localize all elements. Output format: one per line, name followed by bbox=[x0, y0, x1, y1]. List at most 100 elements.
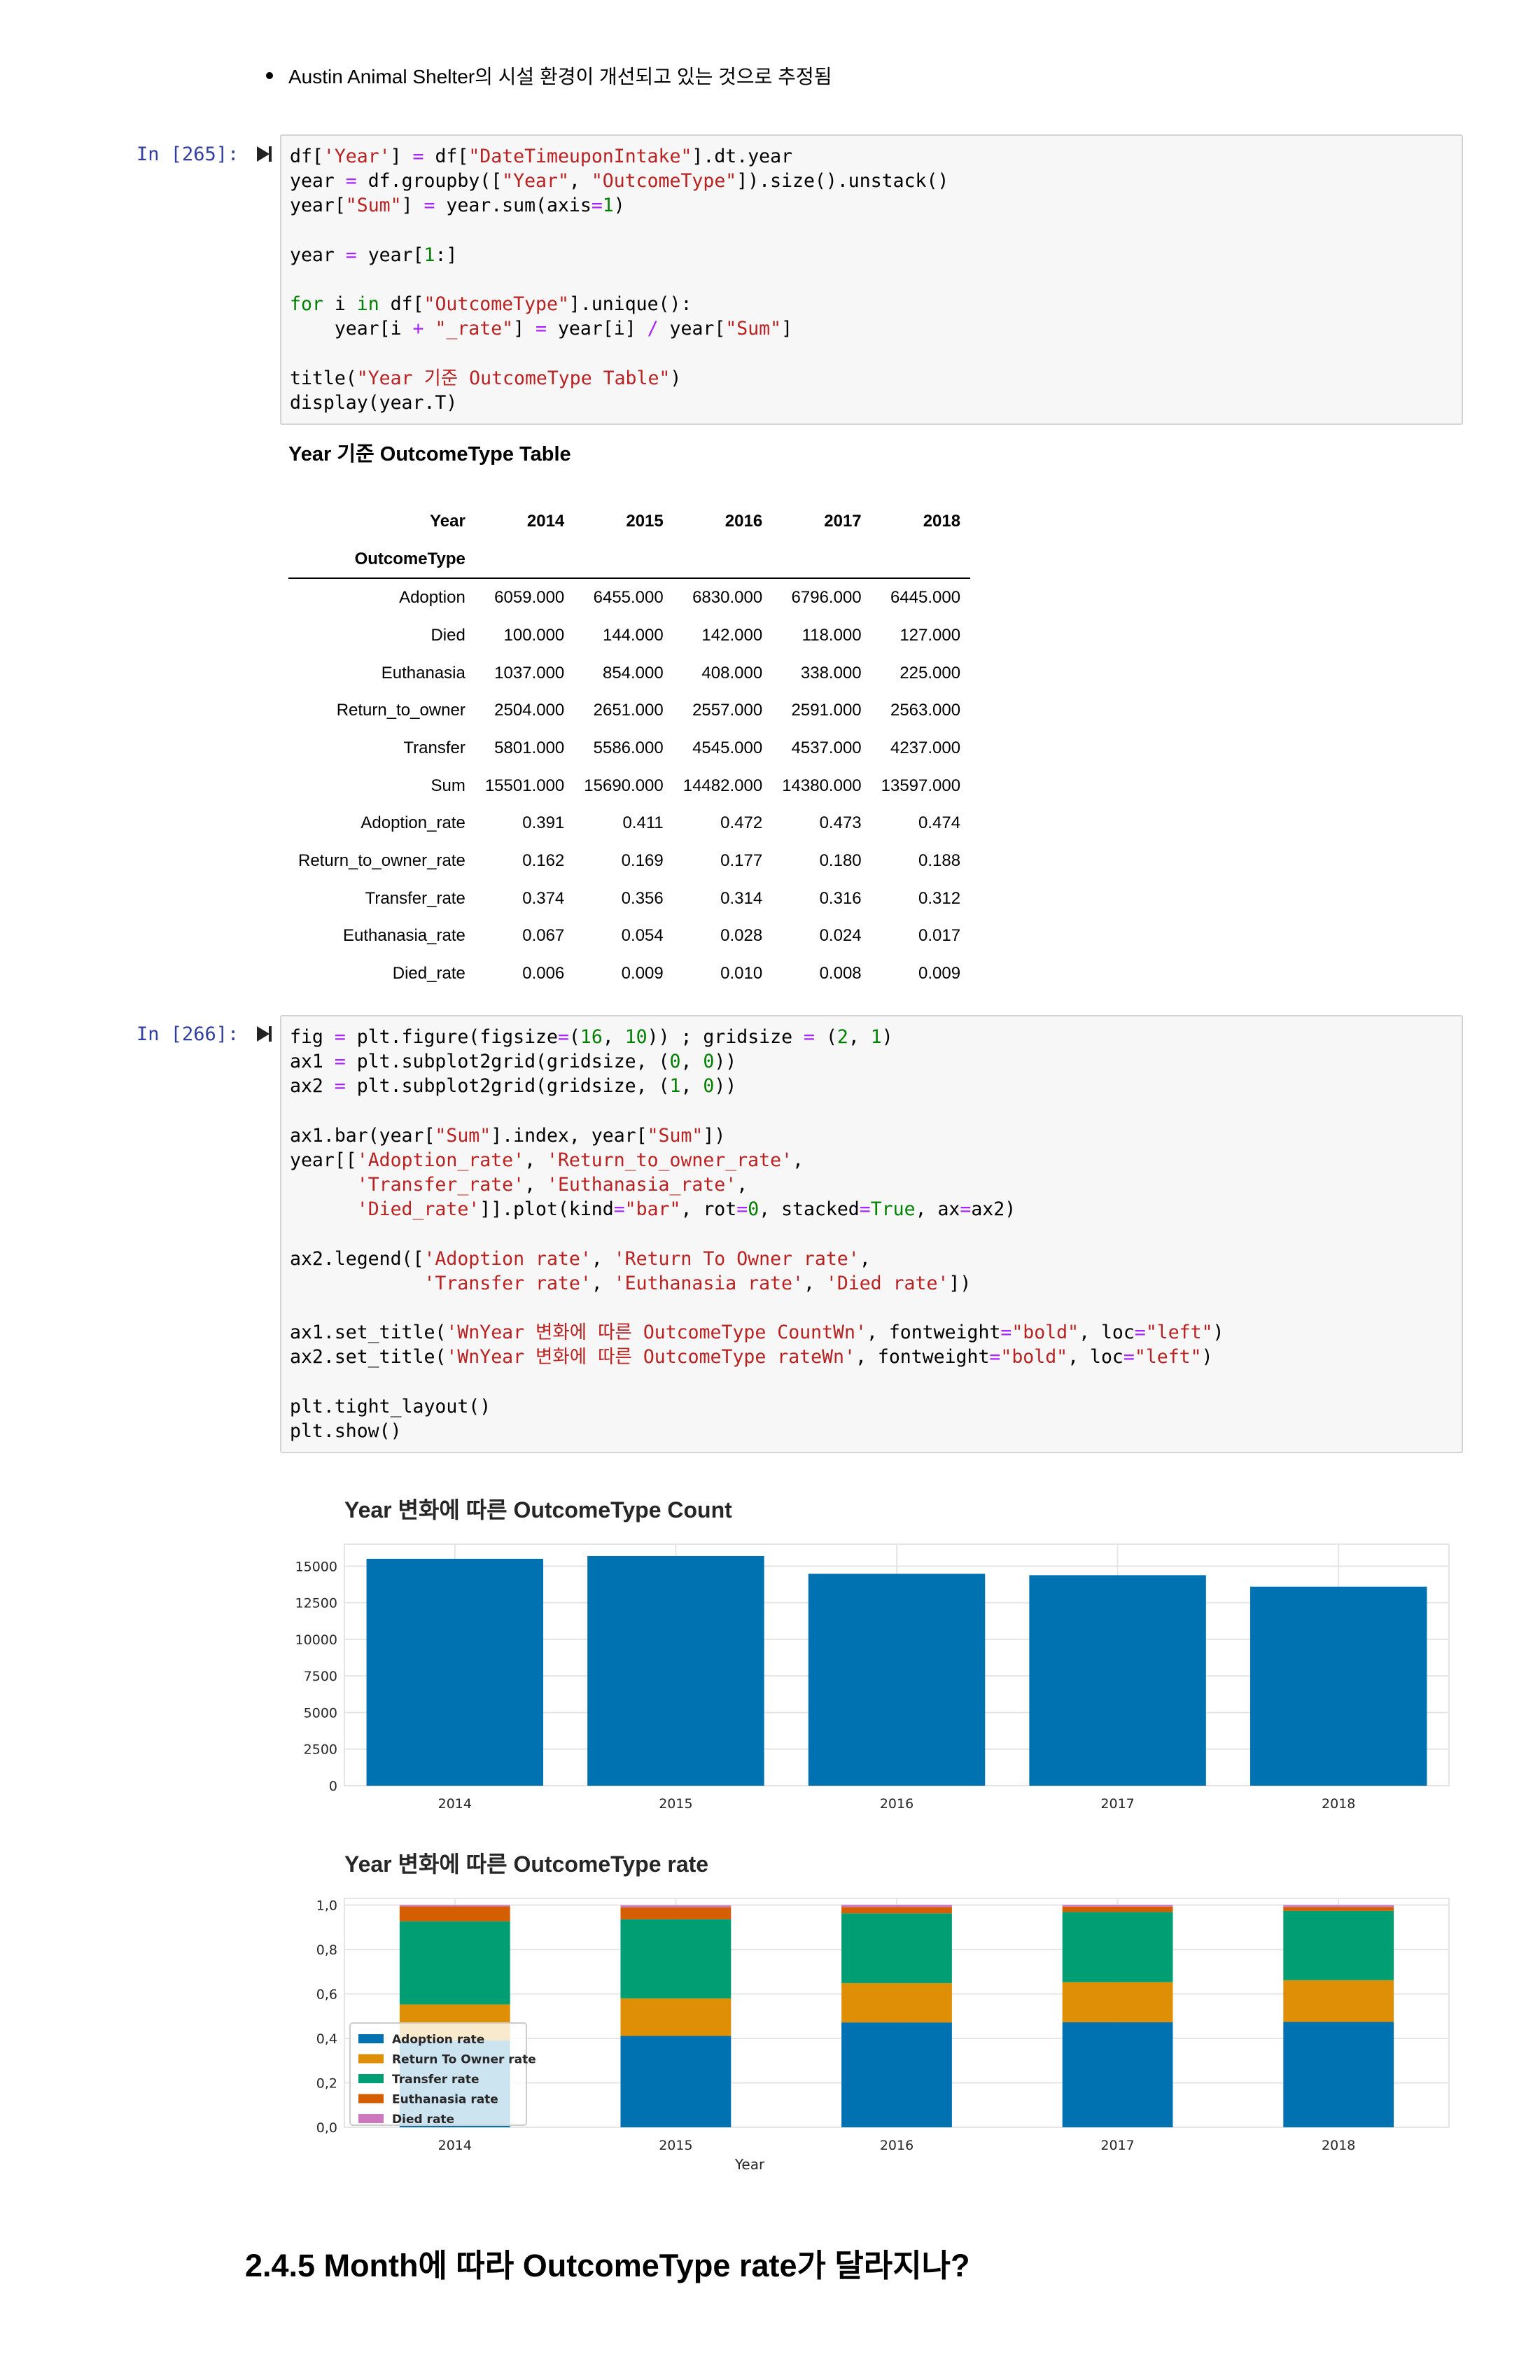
table-cell: 0.162 bbox=[522, 851, 565, 871]
y-tick-label: 0 bbox=[329, 1779, 337, 1794]
code-line: year[i + "_rate"] = year[i] / year["Sum"… bbox=[290, 318, 793, 340]
collapse-toggle-icon[interactable] bbox=[255, 1025, 272, 1043]
code-line: df['Year'] = df["DateTimeuponIntake"].dt… bbox=[290, 146, 793, 167]
table-row: Transfer_rate 0.374 0.356 0.314 0.316 0.312 bbox=[288, 880, 970, 918]
table-row: Return_to_owner_rate 0.162 0.169 0.177 0.180… bbox=[288, 842, 970, 880]
table-cell: 100.000 bbox=[503, 625, 565, 645]
table-cell: 0.356 bbox=[621, 888, 664, 908]
table-cell: 338.000 bbox=[800, 663, 862, 682]
table-cell: 0.067 bbox=[522, 926, 565, 946]
legend-swatch bbox=[358, 2034, 384, 2043]
code-line bbox=[290, 342, 1453, 366]
table-cell: 6796.000 bbox=[791, 588, 862, 608]
table-cell: 14380.000 bbox=[782, 776, 862, 795]
table-cell: 0.010 bbox=[720, 964, 763, 983]
table-cell: 15501.000 bbox=[484, 776, 565, 795]
code-line bbox=[290, 1370, 1453, 1394]
cell-prompt: In [265]: bbox=[136, 144, 239, 165]
x-tick-label: 2016 bbox=[880, 1796, 913, 1812]
table-cell: 0.024 bbox=[819, 926, 862, 946]
count-bar-chart: 0 2500 5000 7500 10000 12500 15000 2014 2015 2016… bbox=[295, 1544, 1450, 1812]
stacked-bar-segment bbox=[620, 1905, 732, 1907]
legend-label: Transfer rate bbox=[392, 2073, 479, 2087]
table-cell: 0.391 bbox=[522, 813, 565, 833]
table-cell: 0.314 bbox=[720, 888, 763, 908]
column-header: 2014 bbox=[526, 511, 565, 531]
table-cell: 4545.000 bbox=[692, 738, 763, 757]
bullet-text: Austin Animal Shelter의 시설 환경이 개선되고 있는 것으… bbox=[288, 66, 832, 88]
table-row: Euthanasia 1037.000 854.000 408.000 338.000 2… bbox=[288, 654, 970, 692]
table-cell: 127.000 bbox=[899, 625, 961, 645]
row-label: Euthanasia bbox=[381, 663, 465, 682]
table-row: Died_rate 0.006 0.009 0.010 0.008 0.009 bbox=[288, 955, 970, 993]
rate-chart-title: Year 변화에 따른 OutcomeType rate bbox=[344, 1851, 709, 1877]
table-cell: 118.000 bbox=[802, 625, 862, 645]
row-label: Sum bbox=[430, 776, 465, 795]
code-line: year = df.groupby(["Year", "OutcomeType"… bbox=[290, 170, 949, 192]
table-row: Transfer 5801.000 5586.000 4545.000 4537.000… bbox=[288, 729, 970, 767]
table-cell: 2557.000 bbox=[692, 701, 763, 720]
row-label: Return_to_owner_rate bbox=[298, 851, 465, 871]
table-cell: 4537.000 bbox=[791, 738, 862, 757]
dataframe-table: Year 2014 2015 2016 2017 2018 OutcomeType Ad… bbox=[288, 503, 971, 993]
table-cell: 5801.000 bbox=[494, 738, 565, 757]
collapse-toggle-icon[interactable] bbox=[255, 145, 272, 163]
x-tick-label: 2015 bbox=[659, 2138, 692, 2153]
code-line: ax1.set_title('WnYear 변화에 따른 OutcomeType… bbox=[290, 1322, 1224, 1344]
code-cell[interactable]: df['Year'] = df["DateTimeuponIntake"].dt… bbox=[280, 134, 1463, 426]
row-label: Euthanasia_rate bbox=[343, 926, 465, 946]
table-cell: 5586.000 bbox=[593, 738, 664, 757]
table-cell: 0.188 bbox=[918, 851, 961, 871]
y-tick-label: 5000 bbox=[304, 1705, 337, 1721]
code-cell[interactable]: fig = plt.figure(figsize=(16, 10)) ; gri… bbox=[280, 1015, 1463, 1454]
table-cell: 6830.000 bbox=[692, 588, 763, 608]
table-cell: 0.017 bbox=[918, 926, 961, 946]
bar bbox=[366, 1558, 544, 1786]
table-cell: 0.028 bbox=[720, 926, 763, 946]
table-row: Sum 15501.000 15690.000 14482.000 14380.000 1… bbox=[288, 767, 970, 805]
column-header: 2015 bbox=[626, 511, 664, 531]
legend-swatch bbox=[358, 2094, 384, 2104]
table-row: Adoption 6059.000 6455.000 6830.000 6796.000… bbox=[288, 578, 970, 617]
stacked-bar-segment bbox=[1283, 1907, 1394, 1911]
table-cell: 0.474 bbox=[918, 813, 961, 833]
table-cell: 0.009 bbox=[621, 964, 664, 983]
stacked-bar-segment bbox=[1283, 2022, 1394, 2127]
row-label: Died bbox=[430, 625, 465, 645]
stacked-bar-segment bbox=[1062, 1982, 1173, 2022]
table-cell: 0.054 bbox=[621, 926, 664, 946]
code-line: year["Sum"] = year.sum(axis=1) bbox=[290, 195, 625, 217]
code-line: for i in df["OutcomeType"].unique(): bbox=[290, 293, 692, 316]
table-cell: 0.180 bbox=[819, 851, 862, 871]
code-line: title("Year 기준 OutcomeType Table") bbox=[290, 367, 682, 389]
columns-name: Year bbox=[430, 511, 465, 531]
table-cell: 6059.000 bbox=[494, 588, 565, 608]
stacked-bar-segment bbox=[841, 1907, 952, 1914]
stacked-bar-segment bbox=[841, 2022, 952, 2127]
y-tick-label: 0,2 bbox=[316, 2076, 337, 2092]
stacked-bar-segment bbox=[1283, 1910, 1394, 1980]
stacked-bar-segment bbox=[841, 1913, 952, 1983]
table-cell: 0.177 bbox=[720, 851, 763, 871]
table-cell: 6445.000 bbox=[890, 588, 961, 608]
x-axis-label: Year bbox=[734, 2156, 765, 2173]
stacked-bar-segment bbox=[841, 1982, 952, 2023]
legend-swatch bbox=[358, 2114, 384, 2123]
table-cell: 2563.000 bbox=[890, 701, 961, 720]
legend-label: Return To Owner rate bbox=[392, 2053, 536, 2067]
table-cell: 0.006 bbox=[522, 964, 565, 983]
table-cell: 14482.000 bbox=[682, 776, 763, 795]
table-cell: 0.008 bbox=[819, 964, 862, 983]
legend-label: Died rate bbox=[392, 2113, 454, 2127]
table-row: Died 100.000 144.000 142.000 118.000 127.000 bbox=[288, 617, 970, 654]
legend-swatch bbox=[358, 2054, 384, 2064]
table-cell: 2591.000 bbox=[791, 701, 862, 720]
y-tick-label: 7500 bbox=[304, 1669, 337, 1684]
table-row: Euthanasia_rate 0.067 0.054 0.028 0.024 0.017 bbox=[288, 918, 970, 955]
x-tick-label: 2017 bbox=[1100, 1796, 1134, 1812]
bar bbox=[587, 1555, 764, 1786]
index-header-spacer bbox=[871, 540, 971, 580]
code-line: year[['Adoption_rate', 'Return_to_owner_… bbox=[290, 1149, 804, 1171]
stacked-bar-segment bbox=[399, 1921, 510, 2005]
y-tick-label: 12500 bbox=[295, 1596, 337, 1611]
